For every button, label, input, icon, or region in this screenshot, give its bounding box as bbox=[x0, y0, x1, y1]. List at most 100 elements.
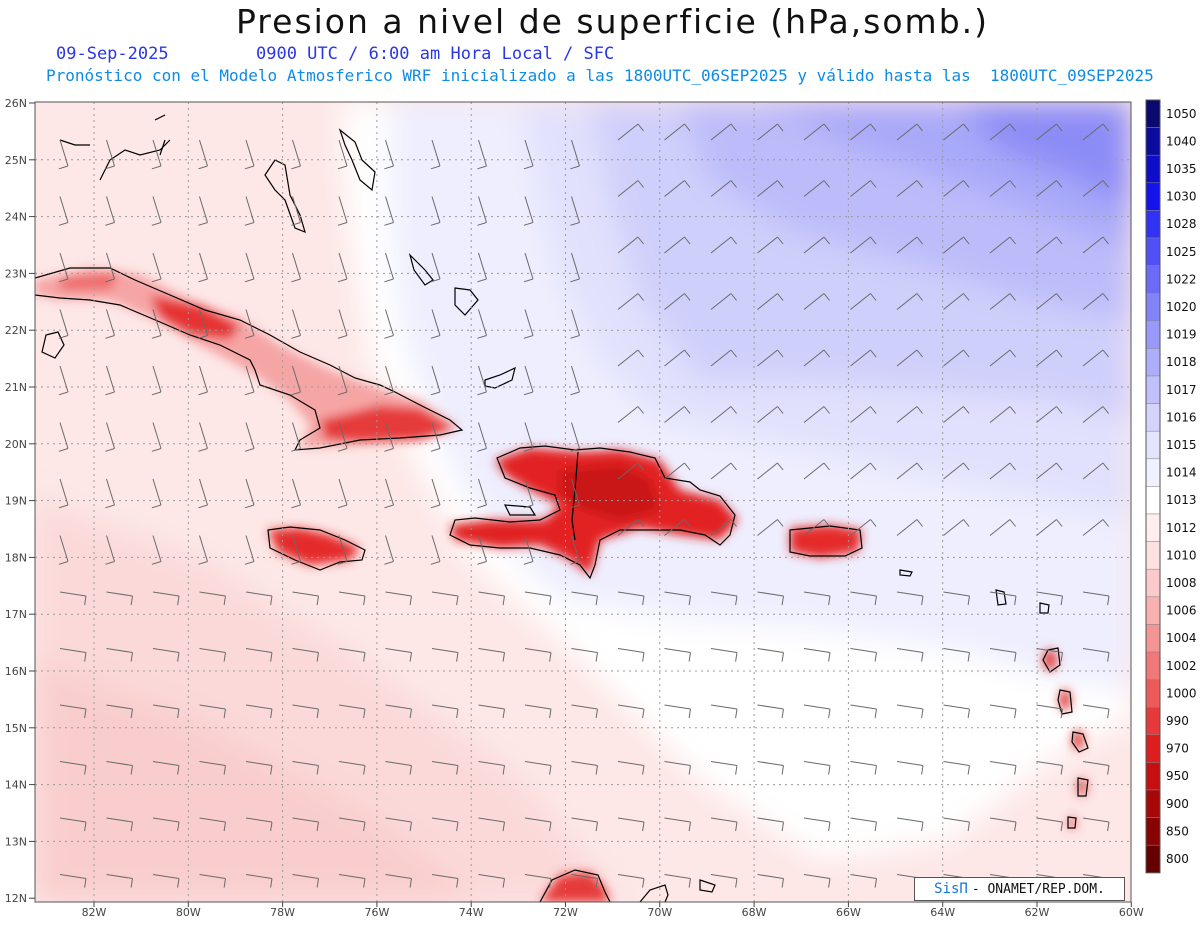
wind-barb bbox=[431, 761, 459, 775]
wind-barb bbox=[430, 309, 441, 339]
colorbar-swatch bbox=[1145, 541, 1161, 570]
wind-barbs bbox=[58, 123, 1110, 888]
wind-barb bbox=[1036, 293, 1063, 310]
wind-barb bbox=[152, 874, 180, 888]
lon-label: 64W bbox=[930, 906, 955, 919]
wind-barb bbox=[337, 196, 348, 226]
wind-barb bbox=[710, 349, 737, 367]
wind-barb bbox=[989, 519, 1016, 536]
wind-barb bbox=[385, 761, 412, 775]
wind-barb bbox=[292, 874, 319, 888]
wind-barb bbox=[1082, 123, 1109, 141]
wind-barb bbox=[292, 648, 319, 662]
wind-barb bbox=[385, 874, 412, 888]
wind-barb bbox=[896, 180, 923, 197]
wind-barb bbox=[989, 236, 1016, 254]
colorbar-swatch bbox=[1145, 513, 1161, 542]
colorbar-label: 990 bbox=[1166, 714, 1189, 728]
lat-label: 15N bbox=[5, 722, 27, 735]
wind-barb bbox=[105, 422, 115, 452]
wind-barb bbox=[524, 704, 552, 719]
wind-barb bbox=[105, 252, 115, 283]
wind-barb bbox=[757, 236, 784, 254]
wind-barb bbox=[570, 478, 580, 509]
wind-barb bbox=[1082, 817, 1110, 832]
wind-barb bbox=[757, 293, 784, 310]
wind-barb bbox=[524, 874, 552, 888]
colorbar-swatch bbox=[1145, 348, 1161, 377]
wind-barb bbox=[1036, 761, 1063, 775]
wind-barb bbox=[384, 478, 394, 509]
colorbar-label: 1016 bbox=[1166, 410, 1197, 424]
wind-barb bbox=[198, 252, 208, 283]
wind-barb bbox=[989, 180, 1016, 197]
wind-barb bbox=[477, 252, 487, 283]
lon-label: 62W bbox=[1025, 906, 1050, 919]
wind-barb bbox=[710, 462, 737, 480]
wind-barb bbox=[151, 535, 162, 565]
wind-barb bbox=[1082, 180, 1109, 197]
wind-barb bbox=[151, 365, 162, 396]
wind-barb bbox=[803, 349, 830, 367]
map-title: Presion a nivel de superficie (hPa,somb.… bbox=[235, 2, 990, 41]
colorbar-swatch bbox=[1145, 624, 1161, 653]
wind-barb bbox=[244, 139, 255, 170]
wind-barb bbox=[58, 478, 69, 509]
lon-label: 68W bbox=[742, 906, 767, 919]
wind-barb bbox=[664, 817, 691, 832]
lon-label: 82W bbox=[82, 906, 107, 919]
wind-barb bbox=[710, 817, 738, 832]
colorbar-swatch bbox=[1145, 403, 1161, 432]
wind-barb bbox=[896, 123, 923, 141]
wind-barb bbox=[198, 196, 208, 226]
wind-barb bbox=[478, 874, 505, 888]
wind-barb bbox=[478, 817, 505, 832]
wind-barb bbox=[850, 236, 877, 254]
wind-barb bbox=[106, 761, 133, 775]
wind-barb bbox=[524, 648, 552, 662]
wind-barb bbox=[292, 761, 319, 775]
wind-barb bbox=[477, 196, 487, 226]
wind-barb bbox=[617, 349, 644, 367]
colorbar-label: 1025 bbox=[1166, 245, 1197, 259]
wind-barb bbox=[430, 365, 441, 396]
wind-barb bbox=[244, 365, 255, 396]
wind-barb bbox=[199, 761, 226, 775]
colorbar-swatch bbox=[1145, 237, 1161, 266]
colorbar-label: 1030 bbox=[1166, 190, 1197, 204]
wind-barb bbox=[245, 591, 273, 606]
wind-barb bbox=[757, 761, 784, 775]
wind-barb bbox=[151, 139, 162, 170]
wind-barb bbox=[850, 874, 877, 888]
date-label: 09-Sep-2025 bbox=[56, 44, 169, 64]
wind-barb bbox=[151, 478, 162, 509]
wind-barb bbox=[896, 761, 924, 775]
wind-barb bbox=[850, 704, 877, 719]
colorbar-swatch bbox=[1145, 596, 1161, 625]
wind-barb bbox=[385, 591, 412, 606]
wind-barb bbox=[430, 252, 441, 283]
wind-barb bbox=[1036, 704, 1063, 719]
wind-barb bbox=[59, 648, 87, 662]
wind-barb bbox=[337, 252, 348, 283]
wind-barb bbox=[896, 406, 923, 423]
wind-barb bbox=[58, 309, 69, 339]
colorbar-label: 1019 bbox=[1166, 328, 1197, 342]
lat-label: 13N bbox=[5, 835, 27, 848]
wind-barb bbox=[338, 591, 366, 606]
wind-barb bbox=[384, 535, 394, 565]
lat-label: 17N bbox=[5, 608, 27, 621]
credit-org: - ONAMET/REP.DOM. bbox=[971, 881, 1105, 897]
wind-barb bbox=[757, 704, 784, 719]
wind-barb bbox=[803, 293, 830, 310]
wind-barb bbox=[151, 196, 162, 226]
wind-barb bbox=[245, 817, 273, 832]
wind-barb bbox=[803, 874, 831, 888]
colorbar-label: 900 bbox=[1166, 797, 1189, 811]
wind-barb bbox=[943, 761, 970, 775]
wind-barb bbox=[664, 761, 691, 775]
wind-barb bbox=[989, 406, 1016, 423]
colorbar-label: 1015 bbox=[1166, 438, 1197, 452]
lon-label: 80W bbox=[176, 906, 201, 919]
wind-barb bbox=[105, 365, 115, 396]
